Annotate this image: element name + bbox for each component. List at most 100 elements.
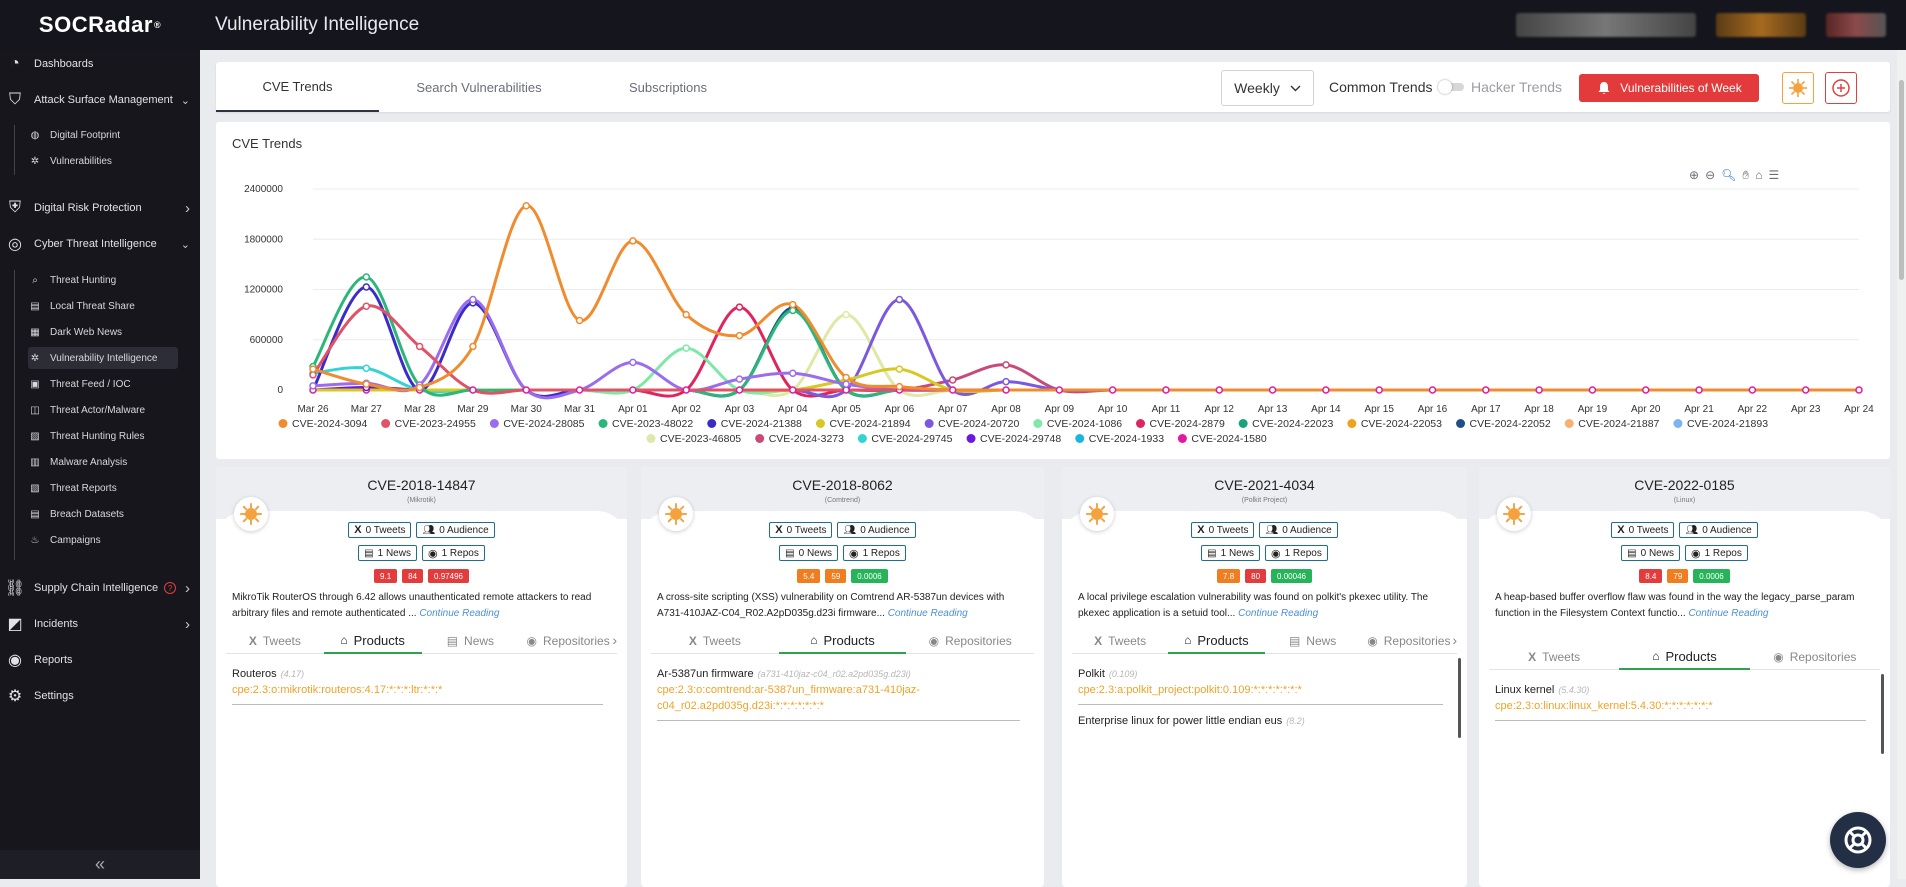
product-cpe[interactable]: cpe:2.3:o:linux:linux_kernel:5.4.30:*:*:… (1495, 700, 1713, 712)
card-tab-news[interactable]: ▤ News (1264, 628, 1361, 654)
continue-reading-link[interactable]: Continue Reading (1688, 608, 1769, 619)
continue-reading-link[interactable]: Continue Reading (887, 608, 968, 619)
sidebar-item-threat-hunting-rules[interactable]: ▨ Threat Hunting Rules (28, 425, 178, 447)
legend-item[interactable]: CVE-2024-21887 (1564, 418, 1660, 430)
product-item[interactable]: Polkit (0.109) cpe:2.3:a:polkit_project:po… (1078, 668, 1443, 705)
sidebar-item-supply-chain-intelligence[interactable]: ⛓ Supply Chain Intelligence? › (0, 577, 200, 599)
legend-item[interactable]: CVE-2024-22023 (1238, 418, 1334, 430)
product-cpe[interactable]: cpe:2.3:a:polkit_project:polkit:0.109:*:… (1078, 684, 1302, 696)
sidebar-item-threat-actor-malware[interactable]: ◫ Threat Actor/Malware (28, 399, 178, 421)
legend-item[interactable]: CVE-2024-1580 (1177, 433, 1267, 445)
trends-toggle[interactable] (1438, 80, 1464, 94)
products-scrollbar[interactable] (1458, 658, 1461, 738)
sidebar-item-digital-risk-protection[interactable]: ⛨ Digital Risk Protection › (0, 197, 200, 219)
audience-count[interactable]: 👥︎ 0 Audience (837, 522, 916, 538)
zoom-out-icon[interactable]: ⊖ (1705, 168, 1716, 182)
legend-item[interactable]: CVE-2023-48022 (598, 418, 694, 430)
company-selector[interactable] (1716, 13, 1806, 37)
sidebar-item-dark-web-news[interactable]: ▦ Dark Web News (28, 321, 178, 343)
pan-icon[interactable]: ✋︎ (1742, 168, 1750, 182)
legend-item[interactable]: CVE-2023-24955 (381, 418, 476, 430)
period-select[interactable]: Weekly (1221, 70, 1314, 106)
legend-item[interactable]: CVE-2024-3094 (278, 418, 368, 430)
add-button[interactable] (1825, 72, 1857, 104)
chevron-right-icon[interactable]: › (612, 632, 617, 648)
product-cpe[interactable]: cpe:2.3:o:comtrend:ar-5387un_firmware:a7… (657, 684, 920, 712)
continue-reading-link[interactable]: Continue Reading (1238, 608, 1319, 619)
sidebar-item-threat-feed-ioc[interactable]: ▣ Threat Feed / IOC (28, 373, 178, 395)
repos-count[interactable]: ◉ 1 Repos (842, 545, 906, 561)
collapse-sidebar-button[interactable]: « (0, 850, 200, 879)
cve-id[interactable]: CVE-2021-4034 (1214, 477, 1315, 493)
card-tab-tweets[interactable]: X Tweets (1072, 628, 1169, 654)
legend-item[interactable]: CVE-2024-21894 (815, 418, 911, 430)
product-cpe[interactable]: cpe:2.3:o:mikrotik:routeros:4.17:*:*:*:l… (232, 684, 443, 696)
tab-search-vulnerabilities[interactable]: Search Vulnerabilities (416, 79, 542, 95)
notifications-icon[interactable] (1826, 13, 1886, 37)
card-tab-tweets[interactable]: X Tweets (226, 628, 324, 654)
sidebar-item-dashboards[interactable]: ◔ Dashboards (0, 53, 200, 75)
legend-item[interactable]: CVE-2024-2879 (1136, 418, 1225, 430)
sidebar-item-incidents[interactable]: ◩ Incidents › (0, 613, 200, 635)
sidebar-item-reports[interactable]: ◉ Reports (0, 649, 200, 671)
product-item[interactable]: Routeros (4.17) cpe:2.3:o:mikrotik:routero… (232, 668, 603, 705)
menu-icon[interactable]: ☰ (1768, 168, 1780, 182)
sidebar-item-attack-surface-management[interactable]: ⛉ Attack Surface Management ⌄ (0, 89, 200, 111)
legend-item[interactable]: CVE-2024-20720 (924, 418, 1020, 430)
legend-item[interactable]: CVE-2023-46805 (646, 433, 742, 445)
legend-item[interactable]: CVE-2024-21388 (707, 418, 802, 430)
sidebar-item-vulnerabilities[interactable]: ✲ Vulnerabilities (28, 150, 178, 172)
card-tab-products[interactable]: ⌂ Products (323, 628, 422, 654)
products-scrollbar[interactable] (1881, 674, 1884, 754)
sidebar-item-campaigns[interactable]: ♨ Campaigns (28, 529, 178, 551)
card-tab-repositories[interactable]: ◉ Repositories (906, 628, 1035, 654)
card-tab-products[interactable]: ⌂ Products (778, 628, 907, 654)
user-menu[interactable] (1516, 13, 1696, 37)
sidebar-item-breach-datasets[interactable]: ▤ Breach Datasets (28, 503, 178, 525)
news-count[interactable]: ▤ 0 News (779, 545, 838, 561)
zoom-in-icon[interactable]: ⊕ (1689, 168, 1700, 182)
audience-count[interactable]: 👥︎ 0 Audience (1679, 522, 1758, 538)
news-count[interactable]: ▤ 1 News (358, 545, 417, 561)
zoom-select-icon[interactable]: 🔍︎ (1721, 168, 1737, 182)
legend-item[interactable]: CVE-2024-1086 (1033, 418, 1122, 430)
product-item[interactable]: Ar-5387un firmware (a731-410jaz-c04_r02.a… (657, 668, 1020, 721)
legend-item[interactable]: CVE-2024-22053 (1347, 418, 1442, 430)
card-tab-tweets[interactable]: X Tweets (1489, 644, 1620, 670)
repos-count[interactable]: ◉ 1 Repos (1264, 545, 1328, 561)
continue-reading-link[interactable]: Continue Reading (419, 608, 500, 619)
legend-item[interactable]: CVE-2024-29745 (857, 433, 953, 445)
virus-button[interactable] (1782, 72, 1814, 104)
card-tab-repositories[interactable]: ◉ Repositories (1360, 628, 1457, 654)
card-tab-repositories[interactable]: ◉ Repositories (519, 628, 617, 654)
repos-count[interactable]: ◉ 1 Repos (1684, 545, 1748, 561)
legend-item[interactable]: CVE-2024-29748 (966, 433, 1062, 445)
card-tab-tweets[interactable]: X Tweets (651, 628, 779, 654)
vulnerabilities-of-week-button[interactable]: Vulnerabilities of Week (1579, 74, 1759, 102)
card-tab-repositories[interactable]: ◉ Repositories (1749, 644, 1880, 670)
sidebar-item-threat-hunting[interactable]: ⌕ Threat Hunting (28, 269, 178, 291)
audience-count[interactable]: 👥︎ 0 Audience (416, 522, 495, 538)
home-icon[interactable]: ⌂ (1755, 168, 1763, 182)
repos-count[interactable]: ◉ 1 Repos (421, 545, 485, 561)
news-count[interactable]: ▤ 0 News (1621, 545, 1680, 561)
tab-subscriptions[interactable]: Subscriptions (628, 79, 708, 95)
sidebar-item-threat-reports[interactable]: ▧ Threat Reports (28, 477, 178, 499)
chevron-right-icon[interactable]: › (1452, 632, 1457, 648)
card-tab-news[interactable]: ▤ News (421, 628, 520, 654)
cve-id[interactable]: CVE-2018-8062 (792, 477, 893, 493)
sidebar-item-digital-footprint[interactable]: ◍ Digital Footprint (28, 124, 178, 146)
legend-item[interactable]: CVE-2024-1933 (1075, 433, 1164, 445)
tab-cve-trends[interactable]: CVE Trends (216, 62, 379, 112)
help-button[interactable] (1830, 812, 1886, 868)
legend-item[interactable]: CVE-2024-21893 (1673, 418, 1768, 430)
sidebar-item-settings[interactable]: ⚙ Settings (0, 685, 200, 707)
card-tab-products[interactable]: ⌂ Products (1168, 628, 1265, 654)
news-count[interactable]: ▤ 1 News (1201, 545, 1260, 561)
sidebar-item-malware-analysis[interactable]: ▥ Malware Analysis (28, 451, 178, 473)
sidebar-item-vulnerability-intelligence[interactable]: ✲ Vulnerability Intelligence (28, 347, 178, 369)
